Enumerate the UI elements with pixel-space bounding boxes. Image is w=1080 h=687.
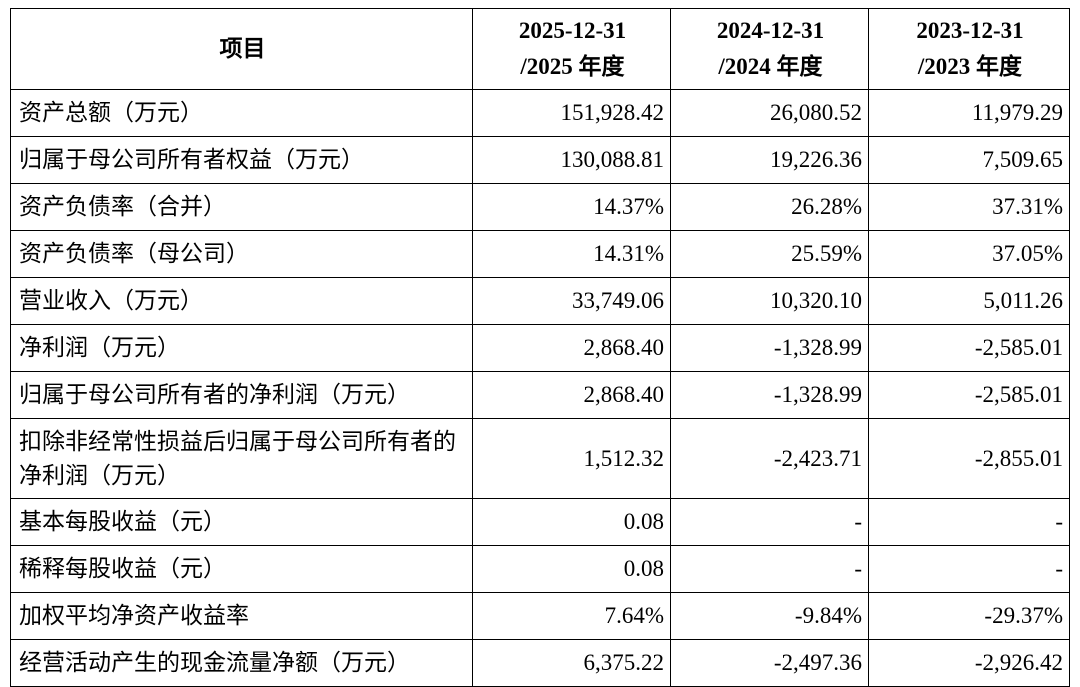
value-cell: -2,497.36: [670, 639, 869, 687]
table-row: 资产负债率（合并） 14.37% 26.28% 37.31%: [10, 183, 1070, 231]
value-cell: 7.64%: [472, 592, 671, 640]
value-cell: 11,979.29: [868, 89, 1070, 137]
table-row: 归属于母公司所有者的净利润（万元） 2,868.40 -1,328.99 -2,585…: [10, 371, 1070, 419]
value-cell: 14.31%: [472, 230, 671, 278]
table-row: 扣除非经常性损益后归属于母公司所有者的净利润（万元） 1,512.32 -2,423…: [10, 418, 1070, 499]
header-text: 2024-12-31: [716, 18, 825, 43]
value-cell: -: [868, 545, 1070, 593]
value-cell: 26,080.52: [670, 89, 869, 137]
header-text: /2023 年度: [917, 54, 1023, 79]
label-cell: 经营活动产生的现金流量净额（万元）: [10, 639, 473, 687]
table-row: 加权平均净资产收益率 7.64% -9.84% -29.37%: [10, 592, 1070, 640]
header-text: 2023-12-31: [916, 18, 1024, 43]
value-cell: -: [670, 545, 869, 593]
value-cell: 6,375.22: [472, 639, 671, 687]
value-cell: 151,928.42: [472, 89, 671, 137]
label-cell: 资产负债率（合并）: [10, 183, 473, 231]
table-body: 资产总额（万元） 151,928.42 26,080.52 11,979.29 归属于母…: [10, 89, 1070, 687]
header-cell: 2024-12-31/2024 年度: [670, 8, 869, 90]
value-cell: 33,749.06: [472, 277, 671, 325]
value-cell: 5,011.26: [868, 277, 1070, 325]
value-cell: 0.08: [472, 545, 671, 593]
value-cell: -2,926.42: [868, 639, 1070, 687]
table-row: 稀释每股收益（元） 0.08- -: [10, 545, 1070, 593]
value-cell: 37.31%: [868, 183, 1070, 231]
value-cell: -29.37%: [868, 592, 1070, 640]
label-cell: 净利润（万元）: [10, 324, 473, 372]
value-cell: 14.37%: [472, 183, 671, 231]
label-cell: 归属于母公司所有者的净利润（万元）: [10, 371, 473, 419]
value-cell: 7,509.65: [868, 136, 1070, 184]
table-row: 基本每股收益（元） 0.08- -: [10, 498, 1070, 546]
value-cell: 10,320.10: [670, 277, 869, 325]
value-cell: -9.84%: [670, 592, 869, 640]
label-cell: 加权平均净资产收益率: [10, 592, 473, 640]
value-cell: -2,585.01: [868, 371, 1070, 419]
table-row: 净利润（万元） 2,868.40 -1,328.99 -2,585.01: [10, 324, 1070, 372]
label-cell: 资产总额（万元）: [10, 89, 473, 137]
header-row: 项目 2025-12-31/2025 年度 2024-12-31/2024 年度 20…: [10, 8, 1070, 90]
value-cell: 19,226.36: [670, 136, 869, 184]
value-cell: 25.59%: [670, 230, 869, 278]
table-row: 营业收入（万元） 33,749.06 10,320.10 5,011.26: [10, 277, 1070, 325]
header-cell: 项目: [10, 8, 473, 90]
header-text: /2025 年度: [520, 54, 625, 79]
value-cell: 1,512.32: [472, 418, 671, 499]
label-cell: 营业收入（万元）: [10, 277, 473, 325]
label-cell: 资产负债率（母公司）: [10, 230, 473, 278]
table-row: 经营活动产生的现金流量净额（万元） 6,375.22 -2,497.36 -2,926…: [10, 639, 1070, 687]
label-cell: 归属于母公司所有者权益（万元）: [10, 136, 473, 184]
value-cell: -1,328.99: [670, 371, 869, 419]
value-cell: 2,868.40: [472, 324, 671, 372]
value-cell: 130,088.81: [472, 136, 671, 184]
value-cell: -2,585.01: [868, 324, 1070, 372]
value-cell: 0.08: [472, 498, 671, 546]
header-cell: 2025-12-31/2025 年度: [472, 8, 671, 90]
table-row: 资产负债率（母公司） 14.31% 25.59% 37.05%: [10, 230, 1070, 278]
header-cell: 2023-12-31/2023 年度: [868, 8, 1070, 90]
header-text: 项目: [219, 36, 266, 61]
header-text: /2024 年度: [718, 54, 823, 79]
value-cell: -2,855.01: [868, 418, 1070, 499]
table-row: 资产总额（万元） 151,928.42 26,080.52 11,979.29: [10, 89, 1070, 137]
label-cell: 基本每股收益（元）: [10, 498, 473, 546]
value-cell: 26.28%: [670, 183, 869, 231]
financial-table: 项目 2025-12-31/2025 年度 2024-12-31/2024 年度 20…: [10, 8, 1070, 687]
table-row: 归属于母公司所有者权益（万元） 130,088.81 19,226.36 7,509.…: [10, 136, 1070, 184]
value-cell: -: [670, 498, 869, 546]
value-cell: -1,328.99: [670, 324, 869, 372]
value-cell: 37.05%: [868, 230, 1070, 278]
label-cell: 扣除非经常性损益后归属于母公司所有者的净利润（万元）: [10, 418, 473, 499]
value-cell: -2,423.71: [670, 418, 869, 499]
value-cell: 2,868.40: [472, 371, 671, 419]
value-cell: -: [868, 498, 1070, 546]
header-text: 2025-12-31: [518, 18, 627, 43]
label-cell: 稀释每股收益（元）: [10, 545, 473, 593]
